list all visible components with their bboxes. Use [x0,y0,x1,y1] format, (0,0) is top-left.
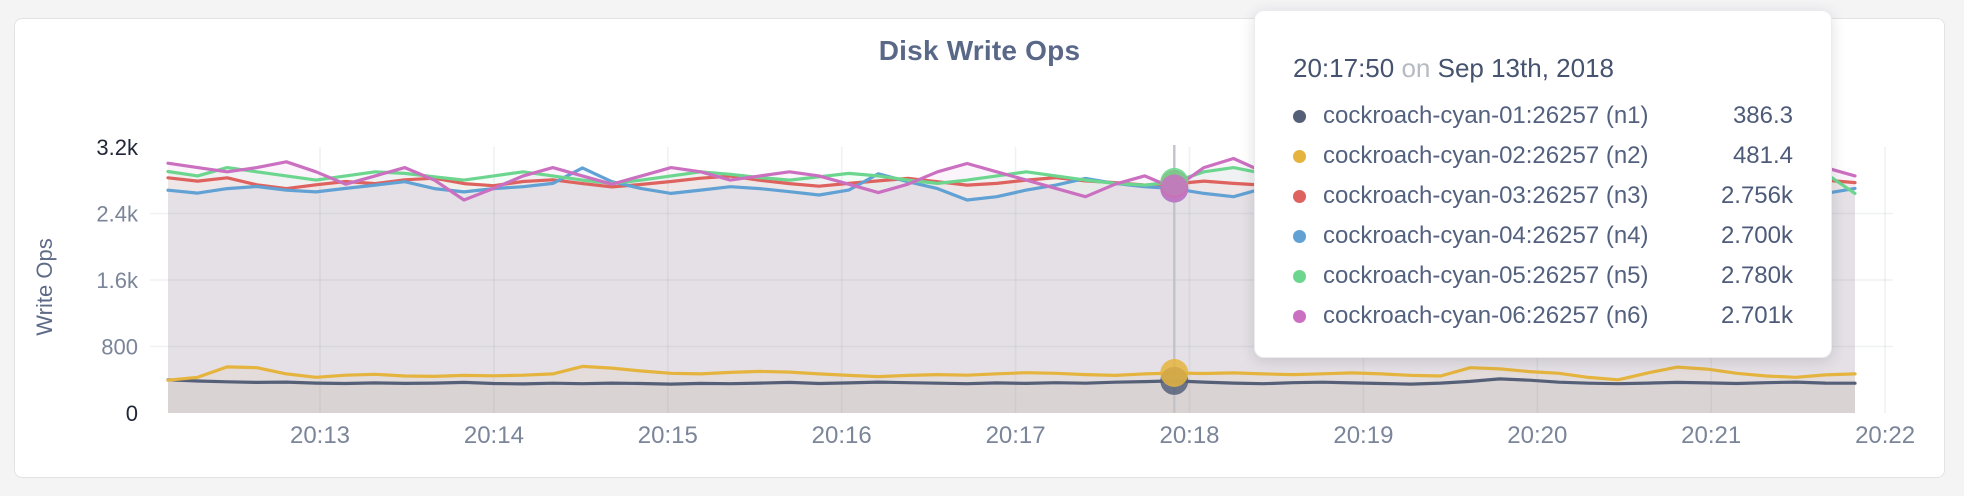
series-value: 386.3 [1732,102,1793,129]
series-value: 2.700k [1720,222,1793,249]
series-label: cockroach-cyan-02:26257 (n2) [1323,142,1649,169]
series-label: cockroach-cyan-05:26257 (n5) [1323,262,1649,289]
tooltip-series-row: cockroach-cyan-01:26257 (n1) 386.3 [1293,102,1793,129]
tooltip-series-row: cockroach-cyan-05:26257 (n5) 2.780k [1293,262,1793,289]
series-value: 2.756k [1720,182,1793,209]
series-color-dot-icon [1293,229,1306,243]
chart-title: Disk Write Ops [878,35,1081,66]
tooltip-series-list: cockroach-cyan-01:26257 (n1) 386.3 cockroa… [1293,102,1793,329]
series-color-dot-icon [1293,149,1306,163]
series-color-dot-icon [1293,309,1306,323]
series-label: cockroach-cyan-06:26257 (n6) [1323,302,1649,329]
series-value: 2.780k [1720,262,1793,289]
tooltip-series-row: cockroach-cyan-02:26257 (n2) 481.4 [1293,142,1793,169]
tooltip-conjunction: on [1401,53,1431,83]
tooltip-series-row: cockroach-cyan-04:26257 (n4) 2.700k [1293,222,1793,249]
series-value: 481.4 [1732,142,1793,169]
tooltip-date: Sep 13th, 2018 [1437,53,1614,83]
chart-tooltip: 20:17:50 on Sep 13th, 2018 cockroach-cya… [1254,10,1832,358]
tooltip-series-row: cockroach-cyan-03:26257 (n3) 2.756k [1293,182,1793,209]
series-value: 2.701k [1720,302,1793,329]
series-label: cockroach-cyan-01:26257 (n1) [1323,102,1649,129]
series-label: cockroach-cyan-04:26257 (n4) [1323,222,1649,249]
tooltip-timestamp: 20:17:50 on Sep 13th, 2018 [1293,53,1793,83]
series-color-dot-icon [1293,269,1306,283]
series-color-dot-icon [1293,109,1306,123]
tooltip-series-row: cockroach-cyan-06:26257 (n6) 2.701k [1293,302,1793,329]
tooltip-time: 20:17:50 [1293,53,1395,83]
series-color-dot-icon [1293,189,1306,203]
series-label: cockroach-cyan-03:26257 (n3) [1323,182,1649,209]
